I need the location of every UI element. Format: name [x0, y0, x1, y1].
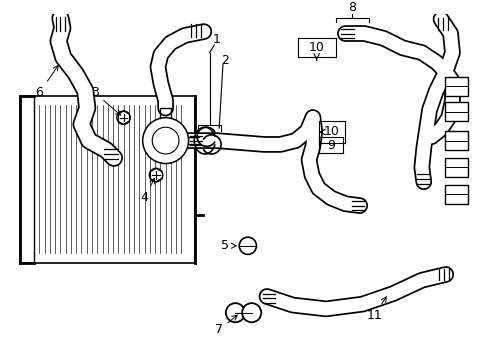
Circle shape — [225, 303, 244, 322]
Bar — [444, 77, 467, 96]
Circle shape — [142, 118, 188, 163]
Text: 2: 2 — [221, 54, 228, 67]
Text: 10: 10 — [308, 41, 324, 54]
Bar — [444, 158, 467, 177]
Text: 6: 6 — [36, 66, 58, 99]
Bar — [444, 102, 467, 121]
Text: 3: 3 — [91, 86, 121, 115]
Circle shape — [152, 127, 179, 154]
Text: 5: 5 — [221, 239, 236, 252]
Circle shape — [239, 237, 256, 255]
Circle shape — [117, 111, 130, 124]
Text: 1: 1 — [212, 33, 220, 46]
Text: 10: 10 — [324, 126, 339, 139]
Bar — [444, 185, 467, 204]
Circle shape — [149, 168, 163, 182]
Text: 9: 9 — [326, 139, 334, 152]
Text: 8: 8 — [347, 1, 355, 14]
Text: 11: 11 — [366, 297, 386, 322]
Bar — [444, 131, 467, 150]
Text: 7: 7 — [215, 315, 237, 337]
Text: 4: 4 — [141, 179, 154, 204]
Bar — [20, 96, 195, 263]
Circle shape — [242, 303, 261, 322]
